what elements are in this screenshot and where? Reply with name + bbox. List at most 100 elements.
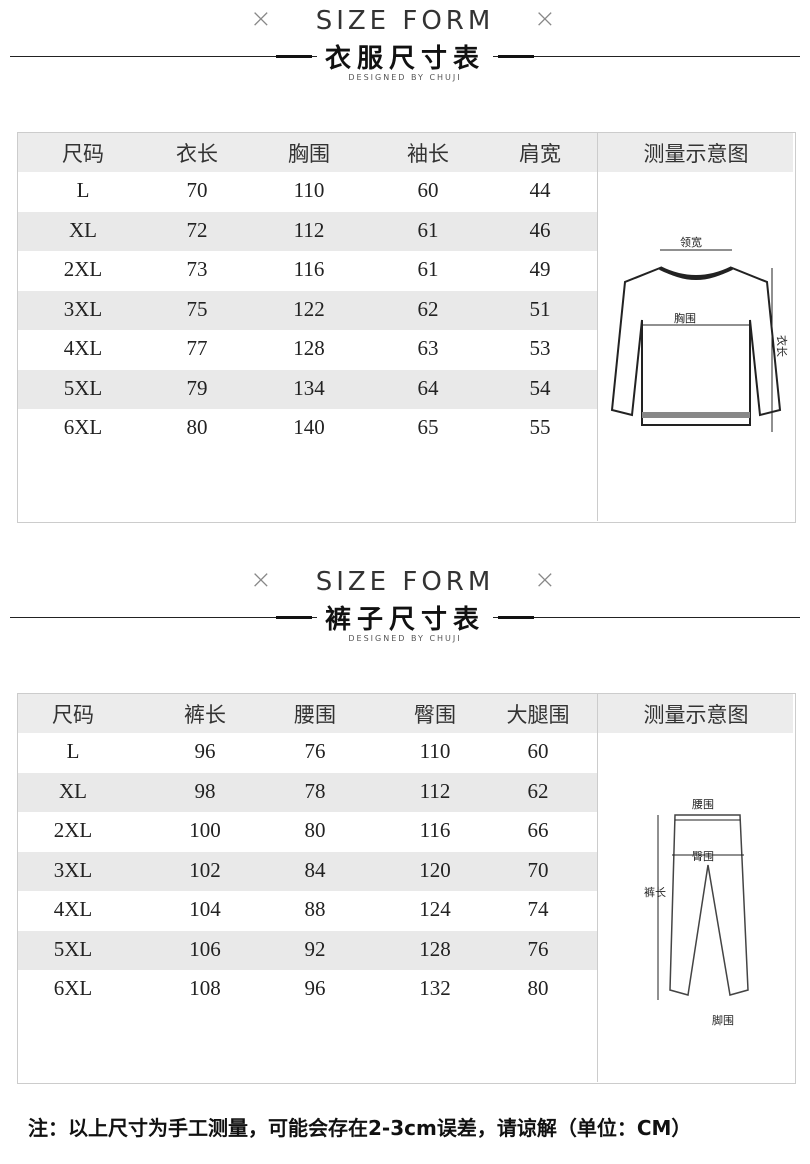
header-cell: 大腿围 <box>506 703 570 727</box>
diagram-title: 测量示意图 <box>643 703 749 727</box>
header-band <box>598 694 793 733</box>
table-cell: 132 <box>419 976 451 1000</box>
table-cell: 110 <box>419 739 451 763</box>
table-cell: 92 <box>304 936 326 961</box>
table-cell: 53 <box>529 336 551 360</box>
diagram-label: 脚围 <box>712 1013 734 1027</box>
table-cell: 108 <box>189 976 221 1000</box>
header-cell: 裤长 <box>184 703 226 727</box>
table-cell: 70 <box>527 857 549 882</box>
table-cell: 63 <box>417 336 439 360</box>
table-cell: 64 <box>417 375 439 400</box>
table-cell: 122 <box>293 296 325 321</box>
table-frame <box>17 693 796 1084</box>
table-cell: 5XL <box>63 375 103 400</box>
table-cell: 104 <box>189 897 221 921</box>
table-cell: 112 <box>419 778 451 803</box>
table-cell: 60 <box>527 739 549 763</box>
table-cell: 96 <box>304 976 326 1000</box>
heading-cn-text: 裤子尺寸表 <box>316 605 493 635</box>
table-cell: 120 <box>419 857 451 882</box>
table-cell: 2XL <box>63 257 103 281</box>
table-cell: 55 <box>529 415 551 439</box>
table-cell: 128 <box>419 936 451 961</box>
table-cell: 54 <box>529 375 551 400</box>
table-cell: 51 <box>529 296 551 321</box>
heading-cn: 衣服尺寸表 <box>0 38 810 75</box>
table-cell: 140 <box>293 415 325 439</box>
table-cell: 2XL <box>53 818 93 842</box>
diagram-label: 裤长 <box>644 885 666 899</box>
diagram-label: 衣长 <box>775 335 789 357</box>
row-band <box>18 290 597 330</box>
header-band <box>18 694 598 733</box>
table-cell: 134 <box>293 375 325 400</box>
heading-en: SIZE FORM <box>315 567 495 597</box>
table-cell: 61 <box>417 217 439 242</box>
heading-en: SIZE FORM <box>315 6 495 36</box>
table-cell: 65 <box>417 415 439 439</box>
note: 注：以上尺寸为手工测量，可能会存在2-3cm误差，请谅解（单位：CM） <box>28 1116 692 1140</box>
header-cell: 尺码 <box>62 142 104 166</box>
table-cell: 6XL <box>63 415 103 439</box>
table-cell: 84 <box>304 857 326 882</box>
table-cell: 62 <box>527 778 549 803</box>
table-cell: 116 <box>419 818 451 842</box>
header-cell: 尺码 <box>52 703 94 727</box>
cross: × <box>534 4 556 34</box>
divider <box>597 132 598 521</box>
table-cell: 4XL <box>63 336 103 360</box>
heading-cn-text: 衣服尺寸表 <box>316 44 493 74</box>
table-cell: 112 <box>293 217 325 242</box>
table-cell: 70 <box>186 178 208 202</box>
table-cell: 102 <box>189 857 221 882</box>
dash <box>498 616 534 619</box>
table-cell: 74 <box>527 897 549 921</box>
table-cell: 72 <box>186 217 208 242</box>
cross: × <box>250 565 272 595</box>
table-cell: 75 <box>186 296 208 321</box>
diagram-label: 腰围 <box>692 798 714 811</box>
table-cell: 80 <box>186 415 208 439</box>
table-cell: 73 <box>186 257 208 281</box>
designer: DESIGNED BY CHUJI <box>348 634 462 643</box>
row-band <box>18 369 597 409</box>
table-cell: 44 <box>529 178 551 202</box>
table-cell: L <box>76 178 90 202</box>
table-cell: 124 <box>419 897 451 921</box>
dash <box>498 55 534 58</box>
header-cell: 衣长 <box>176 142 218 166</box>
table-cell: 3XL <box>63 296 103 321</box>
header-band <box>18 133 598 172</box>
table-cell: 80 <box>304 818 326 842</box>
table-cell: 116 <box>293 257 325 281</box>
header-band <box>598 133 793 172</box>
table-cell: 110 <box>293 178 325 202</box>
header-cell: 袖长 <box>407 142 449 166</box>
table-cell: 5XL <box>53 936 93 961</box>
table-cell: 49 <box>529 257 551 281</box>
table-cell: 79 <box>186 375 208 400</box>
table-cell: 60 <box>417 178 439 202</box>
table-cell: XL <box>69 217 97 242</box>
table-cell: 6XL <box>53 976 93 1000</box>
heading-cn: 裤子尺寸表 <box>0 599 810 636</box>
header-cell: 胸围 <box>288 142 330 166</box>
table-cell: 61 <box>417 257 439 281</box>
table-cell: 88 <box>304 897 326 921</box>
cross: × <box>534 565 556 595</box>
table-cell: 96 <box>194 739 216 763</box>
dash <box>276 55 312 58</box>
table-cell: 78 <box>304 778 326 803</box>
cross: × <box>250 4 272 34</box>
dash <box>276 616 312 619</box>
pants-diagram: 腰围 臀围 裤长 脚围 <box>644 798 749 1027</box>
shirt-diagram: 领宽 胸围 衣长 <box>610 235 789 432</box>
header-cell: 肩宽 <box>519 142 561 166</box>
table-cell: XL <box>59 778 87 803</box>
diagram-label: 臀围 <box>692 850 714 863</box>
table-cell: 98 <box>194 778 216 803</box>
header-cell: 腰围 <box>294 703 336 727</box>
table-cell: 77 <box>186 336 208 360</box>
